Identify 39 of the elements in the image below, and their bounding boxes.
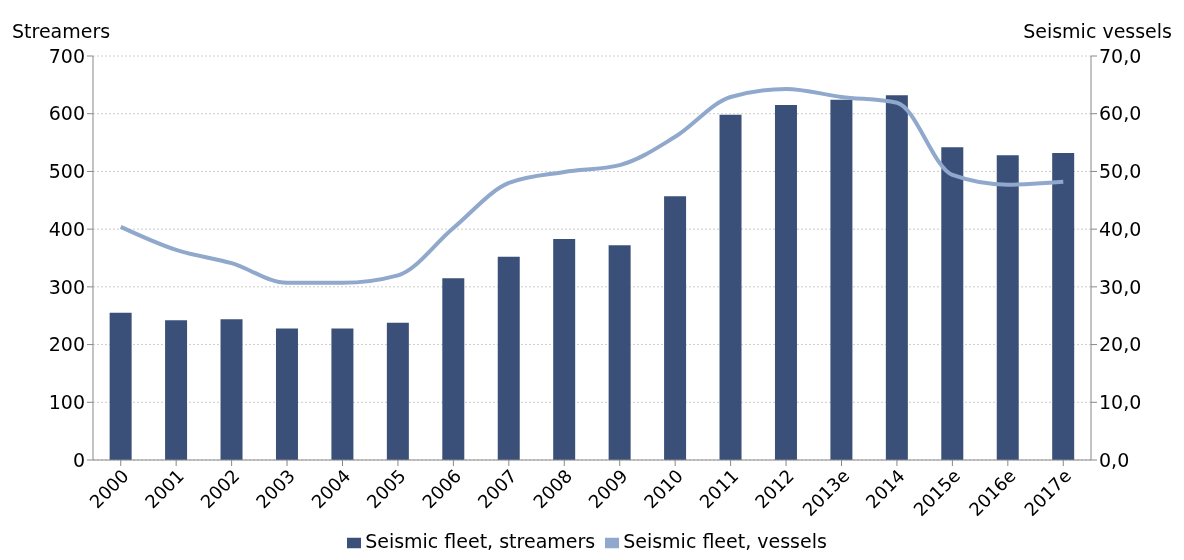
y-tick-label: 400 — [48, 217, 85, 240]
y2-tick-label: 40,0 — [1099, 217, 1142, 240]
bar — [331, 328, 354, 460]
y-tick-label: 100 — [48, 391, 85, 414]
legend-label: Seismic fleet, streamers — [365, 530, 596, 552]
y2-tick-label: 70,0 — [1099, 44, 1142, 67]
bar — [386, 322, 409, 460]
y2-tick-label: 20,0 — [1099, 333, 1142, 356]
bar — [109, 312, 132, 460]
y2-axis-title: Seismic vessels — [1023, 20, 1172, 42]
bar — [442, 278, 465, 460]
line-series — [118, 86, 1066, 285]
y2-tick-label: 50,0 — [1099, 160, 1142, 183]
y-tick-label: 0 — [72, 448, 85, 471]
bar — [830, 99, 853, 460]
bar — [497, 256, 520, 460]
bar — [165, 320, 188, 460]
bar — [941, 147, 964, 460]
y-tick-label: 700 — [48, 44, 85, 67]
bar — [275, 328, 298, 460]
y2-tick-label: 0,0 — [1099, 448, 1130, 471]
bar — [1052, 152, 1075, 460]
bar — [885, 95, 908, 460]
y-tick-label: 500 — [48, 160, 85, 183]
y-tick-label: 600 — [48, 102, 85, 125]
bar — [664, 196, 687, 460]
y-axis-title: Streamers — [12, 20, 111, 42]
bar — [553, 238, 576, 460]
legend-label: Seismic fleet, vessels — [623, 530, 827, 552]
bar — [996, 155, 1019, 460]
y2-tick-label: 30,0 — [1099, 275, 1142, 298]
bar — [220, 319, 243, 460]
bar — [719, 114, 742, 460]
y2-tick-label: 10,0 — [1099, 391, 1142, 414]
bar — [608, 245, 631, 460]
y2-tick-label: 60,0 — [1099, 102, 1142, 125]
bar — [774, 105, 797, 460]
y-tick-label: 200 — [48, 333, 85, 356]
y-tick-label: 300 — [48, 275, 85, 298]
